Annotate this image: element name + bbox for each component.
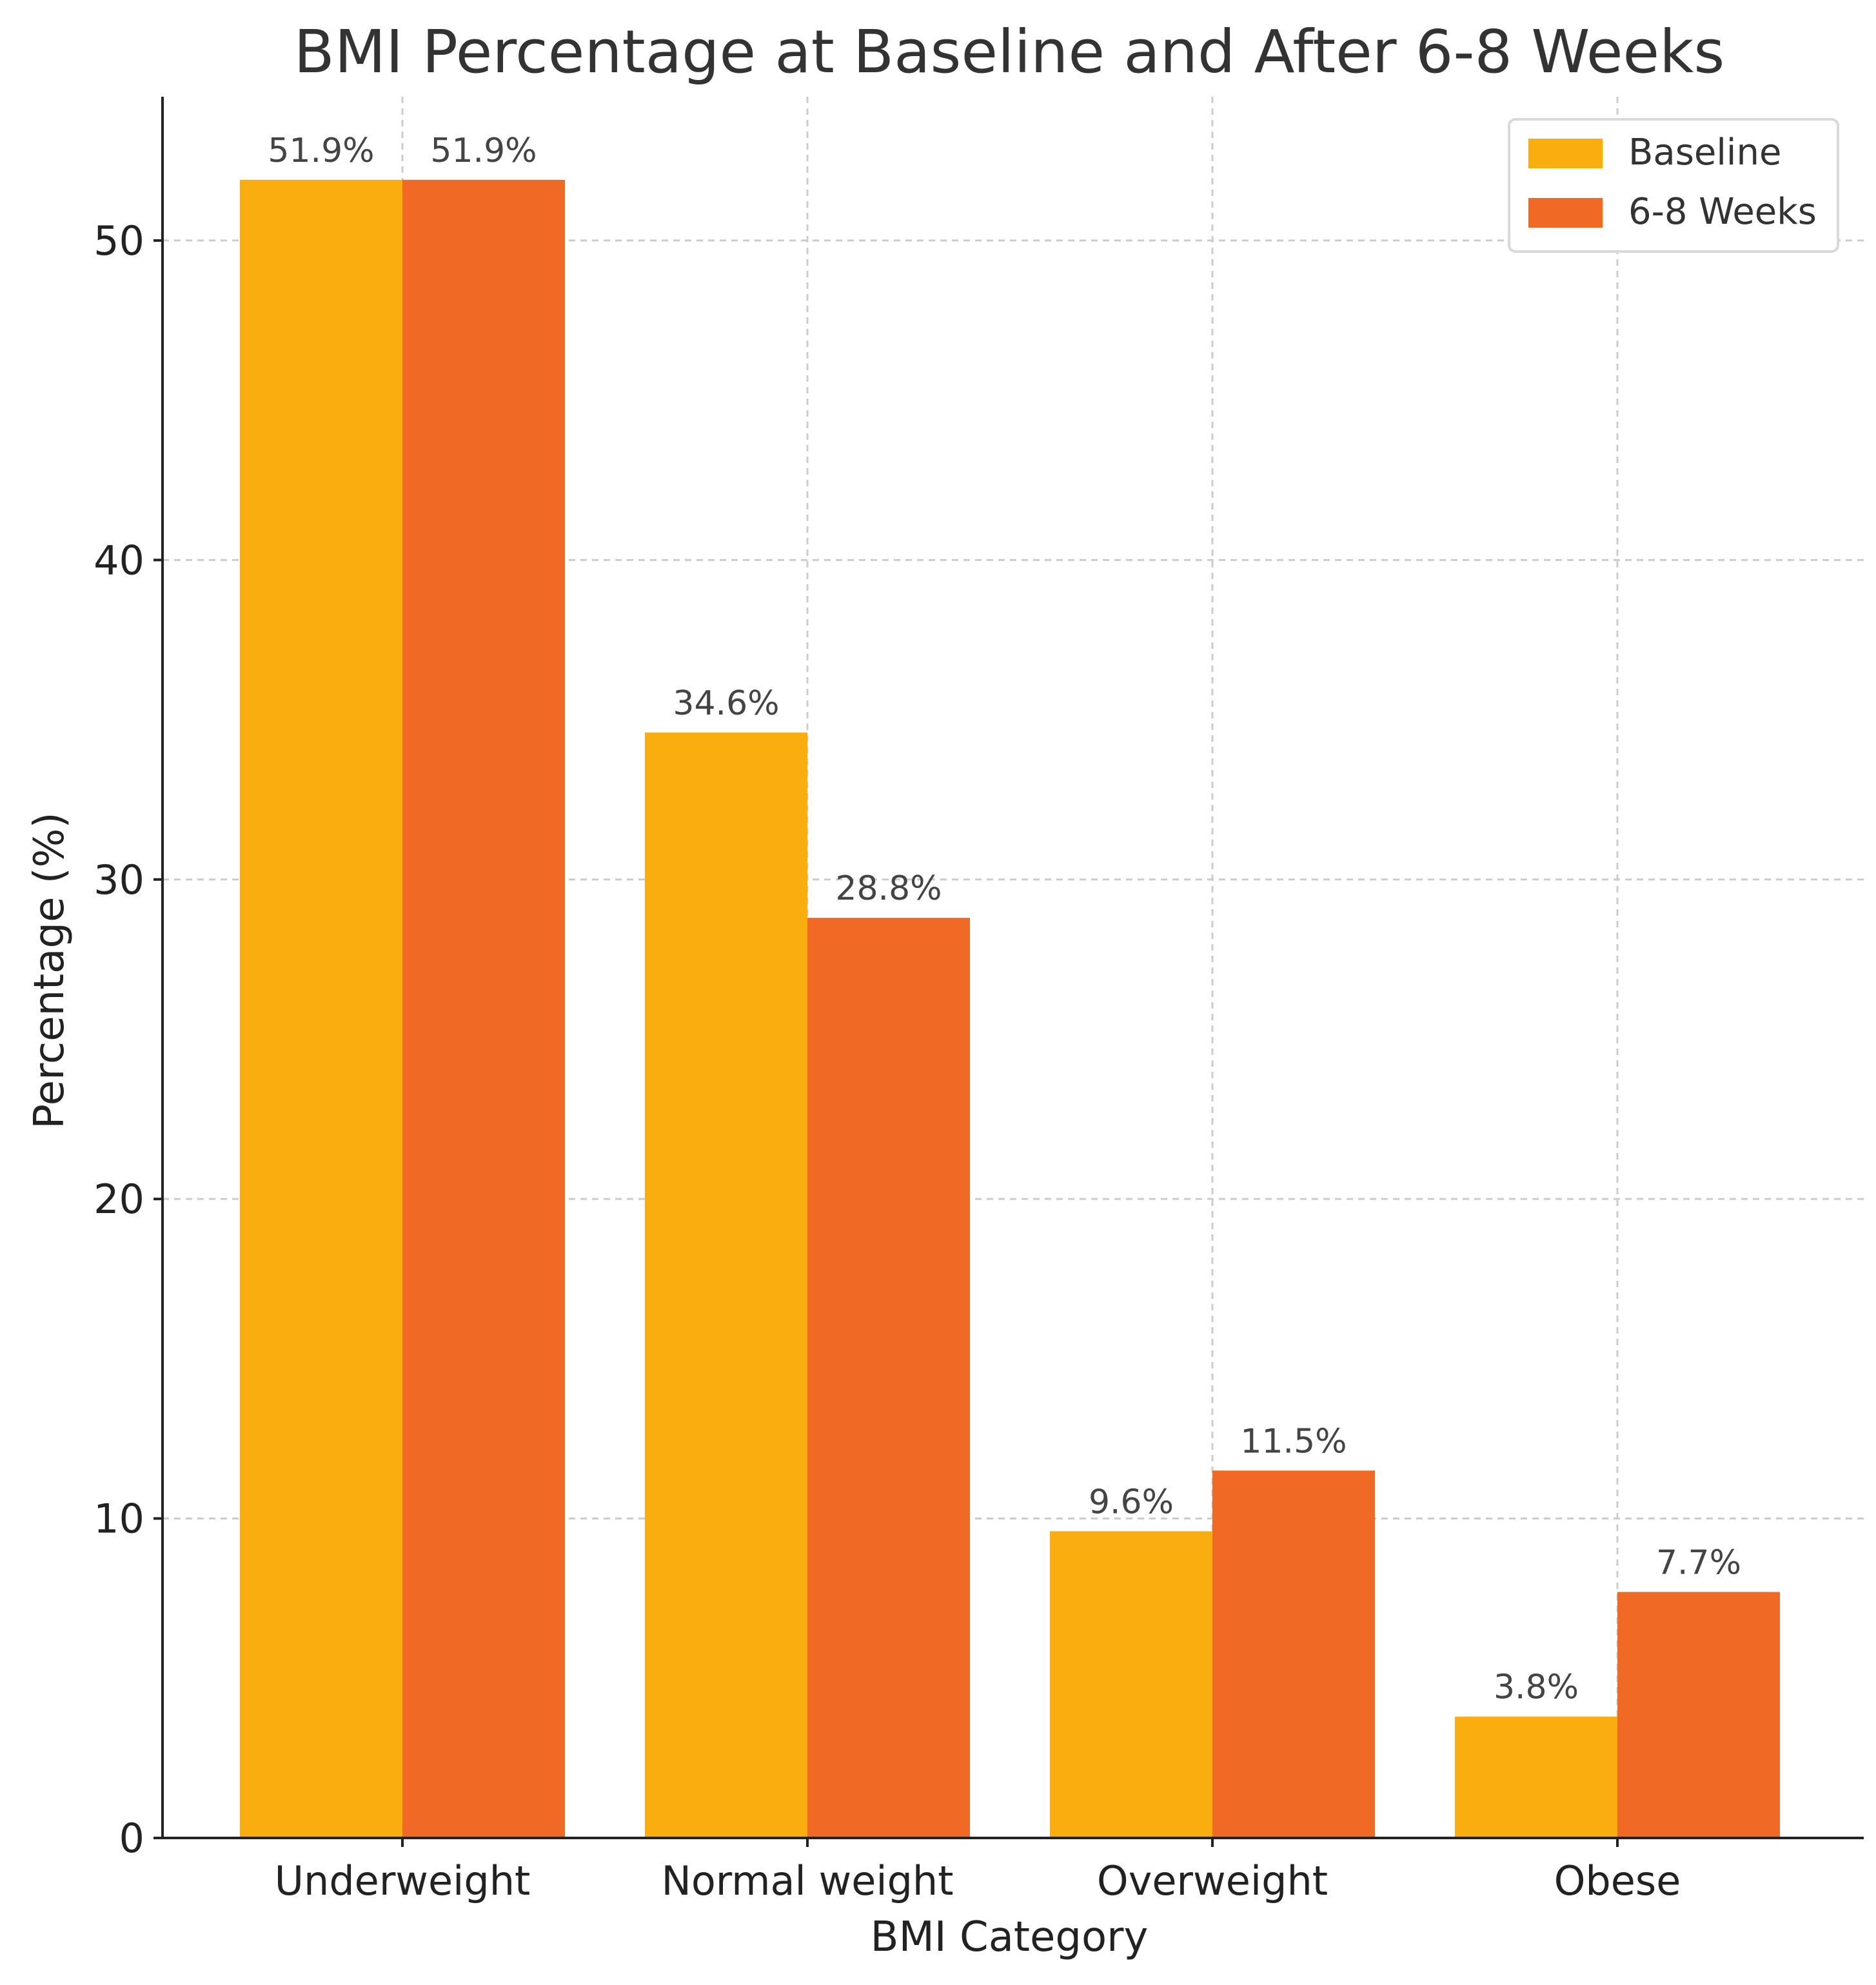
- x-tick-label: Normal weight: [661, 1857, 953, 1904]
- y-tick-label: 10: [94, 1496, 144, 1543]
- data-label: 51.9%: [268, 132, 374, 170]
- bar-baseline-underweight: [240, 179, 402, 1838]
- bar-baseline-overweight: [1050, 1531, 1212, 1838]
- bar-6-8-weeks-obese: [1617, 1592, 1780, 1838]
- data-label: 9.6%: [1089, 1483, 1174, 1521]
- legend: Baseline 6-8 Weeks: [1508, 118, 1839, 253]
- data-label: 7.7%: [1656, 1544, 1741, 1583]
- y-tick-label: 40: [94, 537, 144, 584]
- data-label: 51.9%: [430, 132, 537, 170]
- data-label: 34.6%: [673, 684, 779, 723]
- legend-swatch: [1528, 198, 1603, 228]
- x-tick-labels: Underweight Normal weight Overweight Obese: [275, 1857, 1681, 1904]
- bar-baseline-obese: [1455, 1716, 1617, 1838]
- x-axis-title: BMI Category: [871, 1913, 1149, 1961]
- y-axis-title: Percentage (%): [26, 812, 74, 1129]
- axes: [153, 97, 1864, 1847]
- x-tick-label: Obese: [1554, 1857, 1681, 1904]
- data-label: 11.5%: [1240, 1422, 1347, 1461]
- chart-title: BMI Percentage at Baseline and After 6-8…: [294, 17, 1725, 86]
- bar-6-8-weeks-overweight: [1212, 1470, 1375, 1838]
- y-tick-label: 30: [94, 856, 144, 904]
- data-label: 3.8%: [1494, 1668, 1579, 1707]
- legend-swatch: [1528, 139, 1603, 168]
- legend-label: 6-8 Weeks: [1628, 191, 1817, 233]
- y-tick-labels: 0 10 20 30 40 50: [94, 217, 144, 1862]
- data-labels: 51.9% 34.6% 9.6% 3.8% 51.9% 28.8% 11.5% 7.7%: [268, 132, 1741, 1707]
- bars: [240, 179, 1780, 1838]
- bar-6-8-weeks-underweight: [402, 179, 565, 1838]
- x-tick-label: Underweight: [275, 1857, 531, 1904]
- y-tick-label: 0: [119, 1815, 144, 1862]
- data-label: 28.8%: [835, 869, 942, 908]
- legend-label: Baseline: [1628, 132, 1781, 173]
- y-tick-label: 20: [94, 1176, 144, 1223]
- x-tick-label: Overweight: [1097, 1857, 1328, 1904]
- bar-baseline-normal-weight: [645, 732, 807, 1838]
- bar-6-8-weeks-normal-weight: [807, 918, 970, 1838]
- y-tick-label: 50: [94, 217, 144, 264]
